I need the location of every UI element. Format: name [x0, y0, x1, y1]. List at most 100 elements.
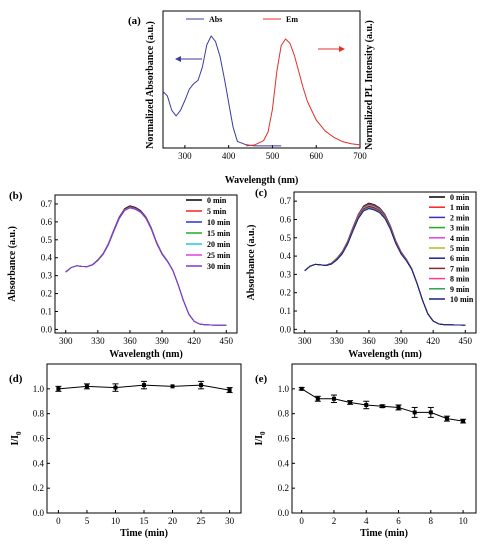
y-tick-label: 0.7: [280, 196, 292, 206]
legend-label: 1 min: [450, 203, 470, 212]
y-tick-label: 0.7: [41, 199, 53, 209]
x-axis-label: Time (min): [120, 528, 168, 539]
x-axis-label: Wavelength (nm): [225, 175, 299, 186]
y-tick-label: 0.6: [33, 434, 45, 444]
legend-label: 0 min: [450, 193, 470, 202]
x-tick-label: 5: [85, 516, 90, 526]
legend-label: 10 min: [450, 295, 474, 304]
legend-label: 2 min: [450, 213, 470, 222]
x-tick-label: 6: [396, 516, 401, 526]
legend-label: 9 min: [450, 285, 470, 294]
y-tick-label: 0.5: [41, 235, 53, 245]
y-tick-label: 0.3: [280, 269, 292, 279]
legend-label: 6 min: [450, 254, 470, 263]
x-tick-label: 420: [187, 336, 201, 346]
x-tick-label: 330: [91, 336, 105, 346]
x-tick-label: 450: [459, 336, 473, 346]
data-point: [315, 396, 320, 401]
legend-label: 20 min: [207, 240, 231, 249]
y-tick-label: 0.4: [41, 253, 53, 263]
panel-c: (c) 300 330 360 390 420 450 0.0 0.1 0.2 0.3 0.4 0.5 0…: [246, 187, 477, 360]
y-tick-label: 0.0: [280, 324, 292, 334]
legend-label: 0 min: [207, 196, 227, 205]
y-axis-label: I/I0: [10, 431, 23, 446]
legend-label: Em: [286, 15, 298, 24]
data-point: [396, 405, 401, 410]
series-line: [304, 205, 466, 326]
data-point: [299, 386, 304, 391]
x-axis-label: Time (min): [360, 528, 408, 539]
data-point: [199, 383, 204, 388]
legend-label: 8 min: [450, 275, 470, 284]
x-tick-label: 300: [59, 336, 73, 346]
data-point: [331, 396, 336, 401]
y-tick-label: 0.1: [41, 306, 52, 316]
y-axis-label-left: Normalized Absorbance (a.u.): [145, 21, 156, 149]
data-point: [227, 388, 232, 393]
x-tick-label: 10: [459, 516, 469, 526]
panel-d: (d) 0 5 10 15 20 25 30 0.0 0.2 0.4 0.6 0.8 1.0 Time (m…: [9, 363, 242, 539]
data-point: [380, 404, 385, 409]
plot-area: [54, 194, 238, 334]
y-axis-label-main: I/I: [254, 435, 265, 446]
data-point: [113, 385, 118, 390]
y-tick-label: 0.5: [280, 233, 292, 243]
arrow-right-icon: [339, 46, 345, 52]
x-tick-label: 700: [353, 151, 367, 161]
x-tick-label: 390: [394, 336, 408, 346]
y-tick-label: 0.6: [280, 214, 292, 224]
y-tick-label: 1.0: [33, 384, 45, 394]
series-line: [304, 206, 466, 326]
data-point: [142, 383, 146, 388]
panel-label: (c): [255, 187, 268, 199]
y-tick-label: 0.0: [278, 508, 290, 518]
x-tick-label: 25: [197, 516, 207, 526]
y-tick-label: 0.0: [41, 324, 53, 334]
legend-label: 30 min: [207, 262, 231, 271]
x-tick-label: 300: [298, 336, 312, 346]
x-tick-label: 360: [123, 336, 137, 346]
y-tick-label: 0.6: [41, 217, 53, 227]
y-tick-label: 0.8: [278, 409, 290, 419]
data-point: [364, 402, 369, 407]
x-tick-label: 20: [168, 516, 178, 526]
panel-label: (a): [128, 15, 141, 27]
panel-a: (a) 300 400 500 600 700 Wavelength (nm) Normali…: [128, 10, 375, 186]
data-point: [461, 419, 466, 424]
y-tick-label: 0.2: [280, 288, 291, 298]
x-tick-label: 10: [111, 516, 121, 526]
y-tick-label: 1.0: [278, 384, 290, 394]
series-line: [304, 205, 466, 326]
x-tick-label: 0: [299, 516, 304, 526]
legend-label: 7 min: [450, 264, 470, 273]
legend-label: 15 min: [207, 229, 231, 238]
data-point: [84, 384, 89, 389]
x-tick-label: 600: [309, 151, 323, 161]
x-axis-label: Wavelength (nm): [109, 349, 183, 360]
x-tick-label: 300: [178, 151, 192, 161]
x-tick-label: 400: [222, 151, 236, 161]
x-tick-label: 390: [155, 336, 169, 346]
series-line: [65, 207, 227, 326]
series-line: [304, 207, 466, 326]
x-tick-label: 4: [364, 516, 369, 526]
data-point: [444, 416, 449, 421]
series-line: [65, 207, 227, 326]
y-tick-label: 0.2: [278, 483, 289, 493]
y-tick-label: 0.3: [41, 271, 53, 281]
panel-e: (e) 0 2 4 6 8 10 0.0 0.2 0.4 0.6 0.8 1.0 Time (min) I/…: [254, 363, 477, 539]
y-axis-label: Absorbance (a.u.): [7, 226, 18, 302]
panel-label: (e): [255, 373, 268, 385]
x-tick-label: 15: [140, 516, 150, 526]
y-tick-label: 0.1: [280, 306, 291, 316]
y-axis-label-right: Normalized PL Intensity (a.u.): [364, 20, 375, 150]
series-line: [304, 206, 466, 326]
y-axis-label-subscript: 0: [15, 431, 23, 435]
x-tick-label: 450: [220, 336, 234, 346]
arrow-left-icon: [175, 56, 181, 62]
legend-label: Abs: [209, 15, 222, 24]
series-line: [304, 208, 466, 326]
y-tick-label: 0.4: [280, 251, 292, 261]
y-tick-label: 0.0: [33, 508, 45, 518]
panel-label: (d): [9, 373, 23, 385]
